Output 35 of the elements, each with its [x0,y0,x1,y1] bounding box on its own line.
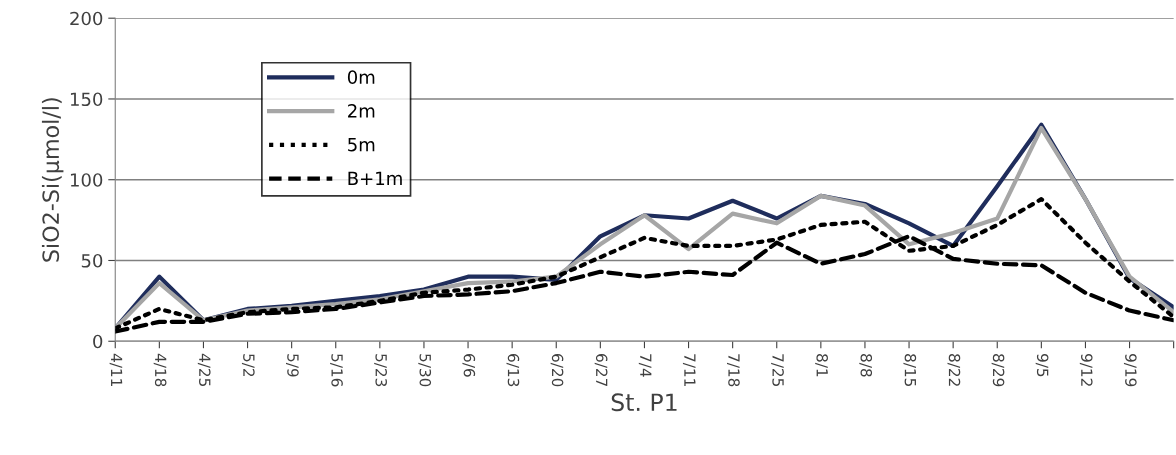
x-tick-label: 4/25 [197,353,211,387]
x-tick-label: 7/4 [638,354,652,377]
x-tick-label: 8/22 [947,354,961,386]
x-tick-label: 4/18 [153,353,167,387]
x-tick-label: 6/20 [550,354,564,387]
y-tick-label: 50 [81,253,103,268]
x-tick-label: 9/12 [1079,354,1093,386]
legend-label: 2m [348,104,375,118]
x-tick-label: 5/30 [418,354,432,387]
legend-label: 5m [348,137,375,152]
x-tick-label: 8/8 [859,354,873,377]
y-tick-label: 150 [70,92,103,107]
legend-label: B+1m [348,171,402,185]
legend-label: 0m [347,70,375,84]
x-tick-label: 7/11 [682,354,696,386]
x-tick-label: 9/19 [1123,354,1137,387]
y-tick-label: 0 [93,334,103,349]
y-axis-title: SiO2-Si(μmol/l) [41,98,64,262]
x-tick-label: 4/11 [109,353,123,386]
x-tick-label: 9/5 [1035,354,1049,377]
x-tick-label: 5/16 [330,354,343,387]
x-tick-label: 6/13 [506,354,520,387]
x-tick-label: 5/23 [374,354,387,387]
x-tick-label: 8/15 [903,354,917,387]
x-tick-label: 8/29 [991,354,1005,387]
x-tick-label: 7/18 [727,354,740,387]
y-tick-label: 200 [70,11,103,26]
y-tick-label: 100 [70,173,103,187]
x-tick-label: 6/27 [594,354,608,387]
x-tick-label: 8/1 [815,354,828,377]
x-tick-label: 5/9 [286,354,299,377]
x-tick-label: 6/6 [462,354,476,377]
x-axis-title: St. P1 [611,393,677,412]
x-tick-label: 7/25 [771,354,784,387]
x-tick-label: 5/2 [241,354,255,377]
